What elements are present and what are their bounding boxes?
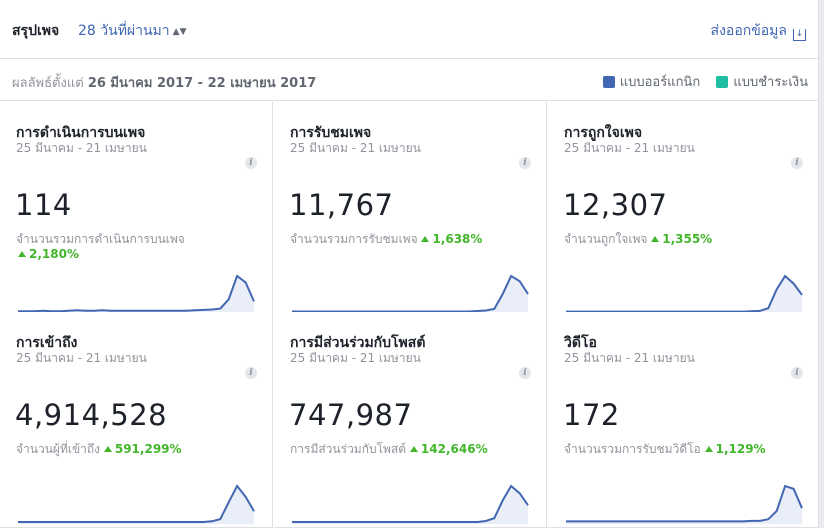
card-date: 25 มีนาคม - 21 เมษายน	[564, 141, 695, 155]
sparkline-area	[566, 276, 802, 314]
card-value: 4,914,528	[15, 398, 168, 432]
info-icon[interactable]: i	[519, 367, 531, 379]
card-value: 11,767	[289, 188, 394, 222]
card-title: การมีส่วนร่วมกับโพสต์	[290, 335, 426, 351]
legend-organic: แบบออร์แกนิก	[602, 75, 701, 90]
legend-paid-label: แบบชำระเงิน	[733, 75, 808, 90]
legend-organic-label: แบบออร์แกนิก	[619, 75, 701, 90]
card-page-views[interactable]: การรับชมเพจ 25 มีนาคม - 21 เมษายน i 11,7…	[274, 102, 547, 315]
card-value: 172	[563, 398, 620, 432]
sparkline-line	[566, 484, 803, 523]
card-title: การรับชมเพจ	[290, 125, 372, 141]
sparkline	[292, 274, 529, 314]
card-description: จำนวนรวมการดำเนินการบนเพจ	[16, 232, 185, 246]
legend: แบบออร์แกนิก แบบชำระเงิน	[591, 71, 808, 92]
sparkline	[566, 274, 803, 314]
sparkline	[18, 484, 255, 524]
sparkline-area	[292, 276, 528, 314]
card-value: 12,307	[563, 188, 668, 222]
card-date: 25 มีนาคม - 21 เมษายน	[564, 351, 695, 365]
card-page-actions[interactable]: การดำเนินการบนเพจ 25 มีนาคม - 21 เมษายน …	[0, 102, 273, 315]
sparkline-line	[18, 274, 255, 313]
card-description-text: จำนวนผู้ที่เข้าถึง	[16, 442, 101, 456]
card-date: 25 มีนาคม - 21 เมษายน	[16, 141, 147, 155]
card-date: 25 มีนาคม - 21 เมษายน	[16, 351, 147, 365]
summary-header: สรุปเพจ 28 วันที่ผ่านมา ▲▼ ส่งออกข้อมูล ↓	[0, 0, 818, 59]
card-post-engagement[interactable]: การมีส่วนร่วมกับโพสต์ 25 มีนาคม - 21 เมษ…	[274, 312, 547, 528]
card-percent-change: 1,129%	[705, 442, 766, 456]
export-label: ส่งออกข้อมูล	[710, 23, 787, 39]
results-bar: ผลลัพธ์ตั้งแต่ 26 มีนาคม 2017 - 22 เมษาย…	[0, 58, 818, 101]
card-date: 25 มีนาคม - 21 เมษายน	[290, 141, 421, 155]
sparkline-area	[566, 486, 802, 524]
card-description-text: จำนวนรวมการรับชมเพจ	[290, 232, 418, 246]
card-description: การมีส่วนร่วมกับโพสต์ 142,646%	[290, 440, 488, 459]
info-icon[interactable]: i	[791, 157, 803, 169]
card-description: จำนวนรวมการรับชมวิดีโอ 1,129%	[564, 440, 766, 459]
sparkline	[566, 484, 803, 524]
sparkline	[292, 484, 529, 524]
card-page-likes[interactable]: การถูกใจเพจ 25 มีนาคม - 21 เมษายน i 12,3…	[548, 102, 819, 315]
card-percent-change: 2,180%	[18, 247, 79, 261]
info-icon[interactable]: i	[791, 367, 803, 379]
card-videos[interactable]: วิดีโอ 25 มีนาคม - 21 เมษายน i 172 จำนวน…	[548, 312, 819, 528]
card-title: วิดีโอ	[564, 335, 597, 351]
sparkline-line	[292, 484, 529, 523]
card-title: การเข้าถึง	[16, 335, 78, 351]
card-description: จำนวนรวมการรับชมเพจ 1,638%	[290, 230, 482, 249]
card-value: 747,987	[289, 398, 413, 432]
sparkline-line	[566, 274, 803, 313]
organic-swatch	[602, 76, 615, 88]
info-icon[interactable]: i	[519, 157, 531, 169]
card-reach[interactable]: การเข้าถึง 25 มีนาคม - 21 เมษายน i 4,914…	[0, 312, 273, 528]
results-prefix: ผลลัพธ์ตั้งแต่	[12, 76, 84, 91]
results-range: 26 มีนาคม 2017 - 22 เมษายน 2017	[87, 76, 317, 91]
card-description-text: จำนวนถูกใจเพจ	[564, 232, 648, 246]
card-title: การถูกใจเพจ	[564, 125, 643, 141]
card-description-text: การมีส่วนร่วมกับโพสต์	[290, 442, 407, 456]
card-date: 25 มีนาคม - 21 เมษายน	[290, 351, 421, 365]
sort-arrows-icon: ▲▼	[172, 27, 187, 37]
card-percent-change: 1,355%	[651, 232, 712, 246]
sparkline-area	[18, 486, 254, 524]
page-title: สรุปเพจ	[12, 23, 60, 39]
sparkline-area	[292, 486, 528, 524]
card-title: การดำเนินการบนเพจ	[16, 125, 146, 141]
card-description: จำนวนถูกใจเพจ 1,355%	[564, 230, 712, 249]
sparkline-area	[18, 276, 254, 314]
card-percent-change: 591,299%	[104, 442, 182, 456]
sparkline-line	[18, 484, 255, 523]
card-percent-change: 142,646%	[410, 442, 488, 456]
results-range-text: ผลลัพธ์ตั้งแต่ 26 มีนาคม 2017 - 22 เมษาย…	[12, 72, 316, 93]
info-icon[interactable]: i	[245, 367, 257, 379]
export-data-link[interactable]: ส่งออกข้อมูล ↓	[711, 20, 806, 42]
download-icon: ↓	[793, 29, 806, 41]
sparkline	[18, 274, 255, 314]
legend-paid: แบบชำระเงิน	[716, 75, 808, 90]
card-percent-change: 1,638%	[421, 232, 482, 246]
info-icon[interactable]: i	[245, 157, 257, 169]
date-range-selector[interactable]: 28 วันที่ผ่านมา ▲▼	[78, 20, 187, 42]
card-description-text: จำนวนรวมการรับชมวิดีโอ	[564, 442, 701, 456]
paid-swatch	[716, 76, 729, 88]
card-description: จำนวนผู้ที่เข้าถึง 591,299%	[16, 440, 182, 459]
card-value: 114	[15, 188, 72, 222]
sparkline-line	[292, 274, 529, 313]
date-range-label: 28 วันที่ผ่านมา	[78, 23, 170, 39]
